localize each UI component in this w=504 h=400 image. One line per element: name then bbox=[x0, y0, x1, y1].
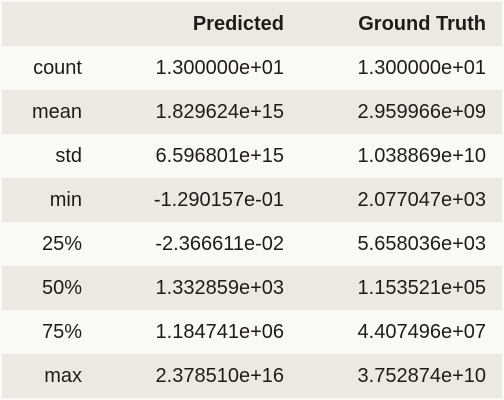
ground-truth-value: 1.038869e+10 bbox=[357, 144, 486, 167]
ground-truth-value: 2.959966e+09 bbox=[357, 100, 486, 123]
ground-truth-value: 3.752874e+10 bbox=[357, 364, 486, 387]
row-label: 75% bbox=[41, 320, 82, 343]
table-row: 25% -2.366611e-02 5.658036e+03 bbox=[2, 222, 502, 266]
predicted-value: 1.332859e+03 bbox=[155, 276, 284, 299]
row-label: 50% bbox=[41, 276, 82, 299]
row-label: min bbox=[49, 188, 82, 211]
predicted-value: -2.366611e-02 bbox=[155, 232, 284, 255]
table-row: 75% 1.184741e+06 4.407496e+07 bbox=[2, 310, 502, 354]
header-predicted: Predicted bbox=[192, 12, 284, 35]
table-header-row: Predicted Ground Truth bbox=[2, 2, 502, 46]
predicted-value: 2.378510e+16 bbox=[155, 364, 284, 387]
table-row: std 6.596801e+15 1.038869e+10 bbox=[2, 134, 502, 178]
table-row: count 1.300000e+01 1.300000e+01 bbox=[2, 46, 502, 90]
table-row: min -1.290157e-01 2.077047e+03 bbox=[2, 178, 502, 222]
predicted-value: 1.829624e+15 bbox=[155, 100, 284, 123]
row-label: mean bbox=[31, 100, 82, 123]
table-row: mean 1.829624e+15 2.959966e+09 bbox=[2, 90, 502, 134]
ground-truth-value: 5.658036e+03 bbox=[357, 232, 486, 255]
ground-truth-value: 2.077047e+03 bbox=[357, 188, 486, 211]
row-label: std bbox=[55, 144, 82, 167]
table-row: max 2.378510e+16 3.752874e+10 bbox=[2, 354, 502, 398]
predicted-value: 1.184741e+06 bbox=[155, 320, 284, 343]
row-label: count bbox=[33, 56, 82, 79]
header-ground-truth: Ground Truth bbox=[358, 12, 486, 35]
row-label: max bbox=[44, 364, 82, 387]
ground-truth-value: 1.300000e+01 bbox=[357, 56, 486, 79]
ground-truth-value: 4.407496e+07 bbox=[357, 320, 486, 343]
predicted-value: 6.596801e+15 bbox=[155, 144, 284, 167]
ground-truth-value: 1.153521e+05 bbox=[357, 276, 486, 299]
predicted-value: 1.300000e+01 bbox=[155, 56, 284, 79]
predicted-value: -1.290157e-01 bbox=[153, 188, 284, 211]
table-row: 50% 1.332859e+03 1.153521e+05 bbox=[2, 266, 502, 310]
row-label: 25% bbox=[41, 232, 82, 255]
